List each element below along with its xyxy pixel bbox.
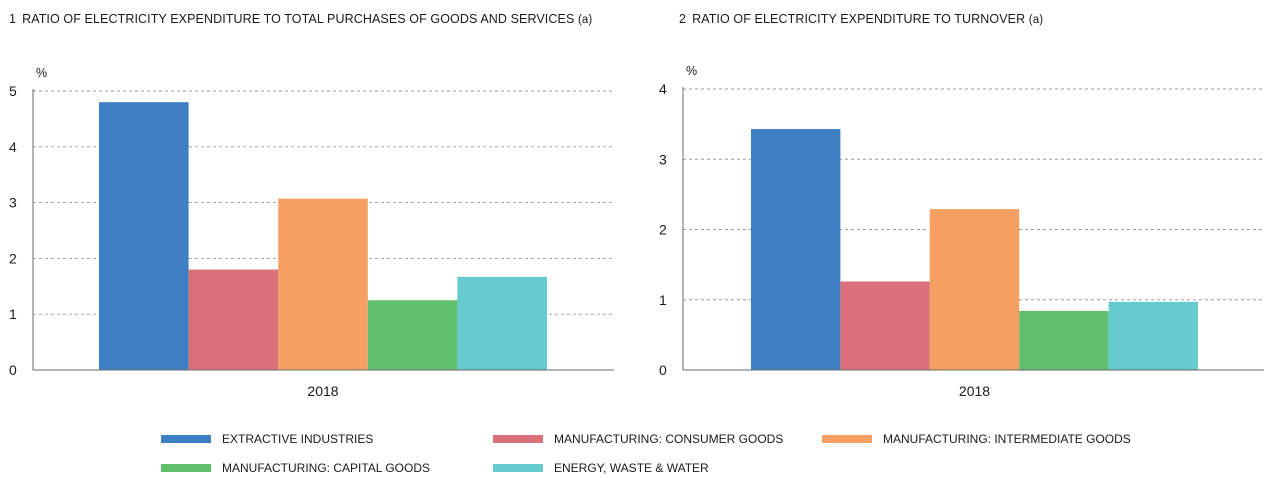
chart-1-x-category-label: 2018	[307, 383, 338, 399]
chart-2-title-note: (a)	[1028, 14, 1044, 26]
chart-2-y-tick-label: 1	[659, 292, 667, 308]
chart-2-bar-intermediate-goods	[929, 209, 1020, 370]
chart-2-title: 2 RATIO OF ELECTRICITY EXPENDITURE TO TUR…	[679, 12, 1239, 28]
chart-2-title-text: RATIO OF ELECTRICITY EXPENDITURE TO TURN…	[692, 12, 1026, 26]
chart-2-x-category-label: 2018	[959, 383, 990, 399]
chart-2-y-tick-label: 2	[659, 222, 667, 238]
chart-2-y-tick-label: 0	[659, 362, 667, 378]
chart-1-bar-consumer-goods	[188, 269, 279, 370]
chart-1-title: 1 RATIO OF ELECTRICITY EXPENDITURE TO TOT…	[9, 12, 609, 28]
chart-1-bar-energy-waste-water	[457, 276, 547, 370]
chart-1-number: 1	[9, 12, 17, 26]
chart-1-title-note: (a)	[577, 14, 593, 26]
chart-1-bar-intermediate-goods	[278, 198, 368, 370]
chart-2-y-tick-label: 4	[659, 81, 667, 97]
chart-2-bar-extractive	[751, 129, 841, 370]
chart-1-y-tick-label: 0	[9, 362, 17, 378]
chart-2-y-tick-label: 3	[659, 151, 667, 167]
chart-2-bar-energy-waste-water	[1108, 301, 1198, 370]
chart-2-number: 2	[679, 12, 687, 26]
chart-1-y-tick-label: 1	[9, 306, 17, 322]
chart-1-title-text: RATIO OF ELECTRICITY EXPENDITURE TO TOTA…	[22, 12, 575, 26]
chart-2-y-axis-unit: %	[686, 64, 697, 78]
chart-1-bar-capital-goods	[367, 300, 458, 370]
chart-1-bar-extractive	[99, 102, 189, 370]
chart-1-y-axis-unit: %	[36, 66, 47, 80]
chart-1-y-tick-label: 5	[9, 83, 17, 99]
chart-2-bar-capital-goods	[1019, 310, 1109, 370]
chart-2-bar-consumer-goods	[840, 281, 930, 370]
chart-1-y-tick-label: 2	[9, 250, 17, 266]
chart-1-y-tick-label: 3	[9, 195, 17, 211]
chart-1-y-tick-label: 4	[9, 139, 17, 155]
